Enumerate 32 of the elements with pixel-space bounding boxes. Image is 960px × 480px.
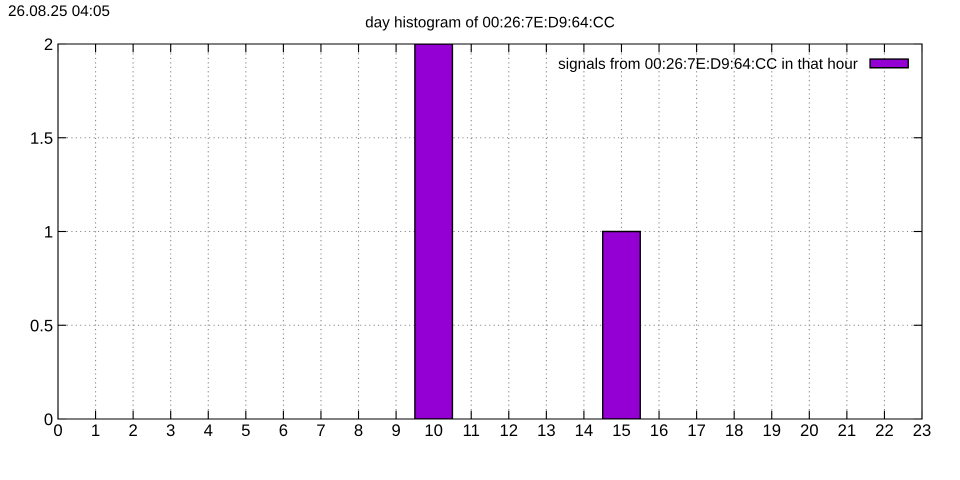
y-tick-label: 1.5 bbox=[31, 132, 52, 144]
x-tick-label: 23 bbox=[914, 424, 931, 436]
text: 26.08.25 04:05 bbox=[8, 5, 110, 16]
x-tick-label: 10 bbox=[426, 424, 442, 436]
x-tick-label: 0 bbox=[54, 424, 62, 436]
x-tick-label: 17 bbox=[688, 424, 706, 436]
x-tick-label: 2 bbox=[129, 424, 137, 436]
legend-label: signals from 00:26:7E:D9:64:CC in that hour bbox=[558, 58, 858, 72]
x-tick-label: 21 bbox=[838, 424, 856, 436]
x-tick-label: 16 bbox=[651, 424, 668, 436]
y-tick-label: 0 bbox=[44, 413, 52, 426]
x-tick-label: 13 bbox=[538, 424, 555, 436]
x-tick-label: 5 bbox=[242, 424, 250, 436]
y-tick-label: 1 bbox=[45, 226, 52, 238]
x-tick-label: 7 bbox=[317, 424, 325, 436]
x-tick-label: 20 bbox=[800, 424, 818, 436]
x-tick-label: 1 bbox=[92, 424, 100, 436]
x-tick-label: 11 bbox=[464, 424, 480, 436]
x-tick-label: 6 bbox=[280, 424, 288, 436]
x-tick-label: 18 bbox=[726, 424, 743, 436]
chart-title: day histogram of 00:26:7E:D9:64:CC bbox=[366, 16, 614, 31]
x-tick-label: 22 bbox=[876, 424, 893, 436]
x-tick-label: 8 bbox=[354, 424, 362, 436]
x-tick-label: 15 bbox=[613, 424, 630, 436]
y-tick-label: 0.5 bbox=[30, 320, 52, 332]
y-tick-label: 2 bbox=[44, 38, 52, 50]
x-tick-label: 12 bbox=[500, 424, 518, 436]
x-tick-label: 3 bbox=[166, 424, 175, 436]
x-tick-label: 4 bbox=[204, 424, 212, 436]
x-tick-label: 19 bbox=[764, 424, 780, 436]
x-tick-label: 9 bbox=[392, 424, 400, 436]
x-tick-label: 14 bbox=[576, 424, 593, 436]
